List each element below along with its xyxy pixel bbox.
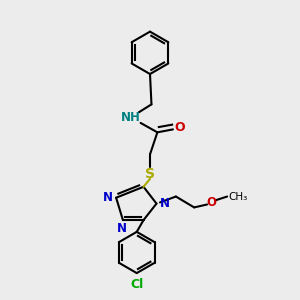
Text: N: N [103, 190, 113, 204]
Text: O: O [174, 122, 185, 134]
Text: N: N [117, 222, 127, 235]
Text: N: N [159, 197, 170, 210]
Text: CH₃: CH₃ [229, 191, 248, 202]
Text: S: S [145, 167, 155, 181]
Text: O: O [206, 196, 216, 209]
Text: NH: NH [121, 111, 141, 124]
Text: Cl: Cl [130, 278, 143, 291]
